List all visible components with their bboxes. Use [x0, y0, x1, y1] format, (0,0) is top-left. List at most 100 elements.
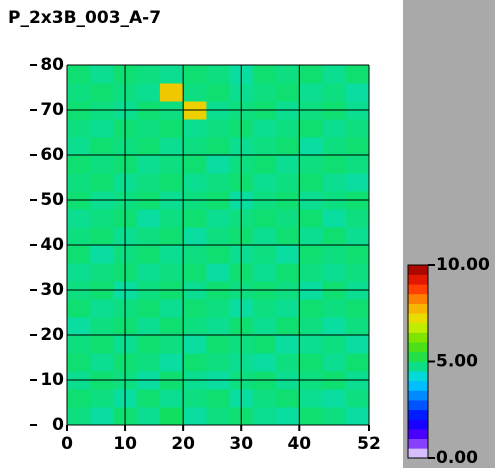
- heat-cell: [322, 83, 347, 102]
- colorbar-band: [408, 313, 428, 324]
- heat-cell: [276, 83, 300, 102]
- colorbar-band: [408, 419, 428, 430]
- heat-cell: [67, 173, 91, 192]
- heat-cell: [67, 137, 91, 156]
- heat-cell: [276, 245, 300, 264]
- heat-cell: [322, 155, 347, 174]
- heat-cell: [252, 299, 277, 318]
- colorbar-band: [408, 293, 428, 304]
- heat-cell: [90, 407, 114, 426]
- y-tick-label: 50: [40, 190, 64, 210]
- heat-cell: [276, 119, 300, 138]
- heat-cell: [322, 335, 347, 354]
- heat-cell: [183, 119, 207, 138]
- heat-cell: [159, 173, 184, 192]
- heat-cell: [67, 119, 91, 138]
- heat-cell: [90, 299, 114, 318]
- heat-cell: [67, 155, 91, 174]
- heat-cell: [276, 65, 300, 84]
- colorbar-band: [408, 322, 428, 333]
- heat-cell: [90, 83, 114, 102]
- heat-cell: [299, 299, 324, 318]
- colorbar-band: [408, 438, 428, 449]
- heat-cell: [276, 317, 300, 336]
- colorbar-band: [408, 332, 428, 343]
- heat-cell: [345, 227, 370, 246]
- heat-cell: [183, 65, 207, 84]
- heat-cell: [67, 335, 91, 354]
- colorbar-tick-label: 10.00: [436, 255, 490, 275]
- heat-cell: [136, 65, 161, 84]
- heat-cell: [252, 353, 277, 372]
- heat-cell: [299, 245, 324, 264]
- colorbar-band: [408, 400, 428, 411]
- x-tick-label: 52: [357, 434, 381, 454]
- heat-cell: [252, 317, 277, 336]
- heat-cell: [90, 137, 114, 156]
- heat-cell: [276, 353, 300, 372]
- heat-cell: [136, 227, 161, 246]
- heat-cell: [183, 245, 207, 264]
- heat-cell: [159, 209, 184, 228]
- heat-cell: [206, 173, 231, 192]
- heat-cell: [136, 407, 161, 426]
- heat-cell: [159, 335, 184, 354]
- heat-cell: [159, 353, 184, 372]
- heat-cell: [322, 245, 347, 264]
- heat-cell: [159, 245, 184, 264]
- heat-cell: [276, 137, 300, 156]
- heat-cell: [322, 137, 347, 156]
- heat-cell: [136, 137, 161, 156]
- heat-cell: [299, 353, 324, 372]
- heat-cell: [299, 137, 324, 156]
- colorbar-band: [408, 429, 428, 439]
- heat-cell: [276, 299, 300, 318]
- heat-cell: [159, 389, 184, 408]
- heat-cell: [90, 65, 114, 84]
- heat-cell: [276, 389, 300, 408]
- colorbar-band: [408, 342, 428, 353]
- heat-cell: [322, 263, 347, 282]
- colorbar-tick-label: 0.00: [436, 448, 478, 468]
- y-tick-label: 40: [40, 235, 64, 255]
- heat-cell: [252, 155, 277, 174]
- heat-cell: [252, 173, 277, 192]
- colorbar-tick-label: 5.00: [436, 352, 478, 372]
- heat-cell: [90, 155, 114, 174]
- heat-cell: [206, 407, 231, 426]
- y-tick-label: 10: [40, 370, 64, 390]
- heat-cell: [299, 65, 324, 84]
- heat-cell: [345, 137, 370, 156]
- heat-cell: [299, 263, 324, 282]
- heat-cell: [252, 65, 277, 84]
- heat-cell: [322, 389, 347, 408]
- heat-cell: [252, 83, 277, 102]
- heat-cell: [136, 83, 161, 102]
- heat-cell: [206, 335, 231, 354]
- heat-cell: [206, 389, 231, 408]
- x-tick-label: 0: [61, 434, 73, 454]
- heat-cell: [345, 245, 370, 264]
- heat-cell: [345, 389, 370, 408]
- colorbar-band: [408, 361, 428, 372]
- heat-cell: [136, 389, 161, 408]
- heat-cell: [299, 389, 324, 408]
- heat-cell: [299, 119, 324, 138]
- heat-cell: [322, 317, 347, 336]
- heat-cell: [67, 317, 91, 336]
- colorbar-band: [408, 371, 428, 382]
- heat-cell: [252, 407, 277, 426]
- heat-cell: [183, 353, 207, 372]
- heat-cell: [183, 209, 207, 228]
- heat-cell: [183, 335, 207, 354]
- heat-cell: [252, 227, 277, 246]
- heat-cell: [345, 407, 370, 426]
- colorbar-band: [408, 448, 428, 459]
- heat-cell: [206, 155, 231, 174]
- heat-cell: [90, 335, 114, 354]
- heat-cell: [252, 119, 277, 138]
- heat-cell: [67, 389, 91, 408]
- heat-cell: [136, 353, 161, 372]
- chart-title: P_2x3B_003_A-7: [8, 8, 161, 28]
